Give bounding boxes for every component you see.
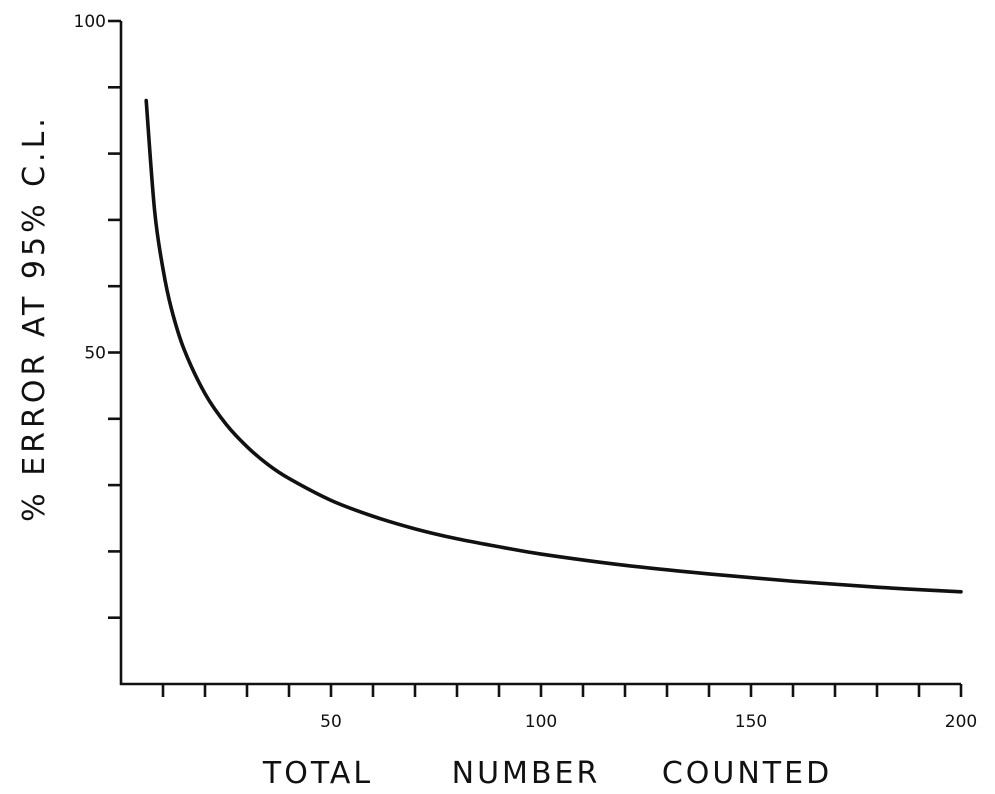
x-axis-title: TOTAL NUMBER COUNTED <box>262 756 832 791</box>
y-tick-label: 100 <box>74 12 106 32</box>
x-axis-title-word: NUMBER <box>452 756 601 791</box>
x-axis-title-word: COUNTED <box>662 756 832 791</box>
x-tick-label: 150 <box>735 712 767 732</box>
y-tick-label: 50 <box>84 344 106 364</box>
x-axis-title-word: TOTAL <box>262 756 373 791</box>
x-tick-label: 200 <box>945 712 977 732</box>
x-tick-label: 100 <box>525 712 557 732</box>
y-axis-title: % ERROR AT 95% C.L. <box>17 114 52 522</box>
axis-tick-labels: 50 100 150 200 50 100 <box>74 12 978 732</box>
axis-ticks <box>108 19 963 697</box>
error-curve-line <box>144 98 963 594</box>
x-tick-label: 50 <box>320 712 342 732</box>
data-series <box>144 98 963 594</box>
